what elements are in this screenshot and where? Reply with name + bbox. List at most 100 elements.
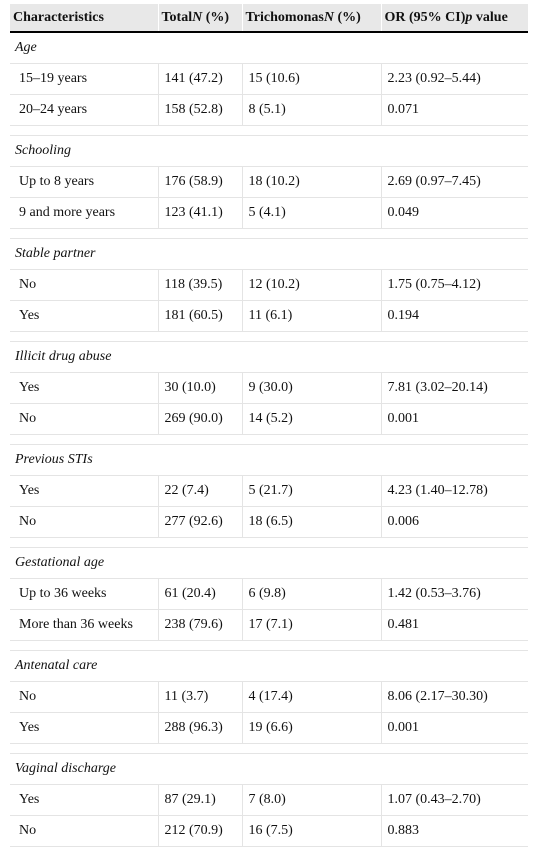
group-row: Antenatal care [10, 650, 528, 682]
group-label: Age [10, 32, 528, 64]
table-row: Yes 87 (29.1) 7 (8.0) 1.07 (0.43–2.70) [10, 784, 528, 816]
row-or-p-cell: 1.42 (0.53–3.76) [381, 578, 528, 610]
group-label: Illicit drug abuse [10, 341, 528, 373]
row-category-cell: No [10, 269, 159, 301]
row-category-cell: Yes [10, 784, 159, 816]
row-or-p-cell: 0.006 [381, 506, 528, 538]
group-row: Previous STIs [10, 444, 528, 476]
row-trichomonas-cell: 16 (7.5) [242, 815, 382, 847]
row-trichomonas-cell: 9 (30.0) [242, 372, 382, 404]
group-spacer [10, 537, 528, 548]
row-category-cell: Yes [10, 712, 159, 744]
characteristics-table: Characteristics TotalN (%) TrichomonasN … [10, 4, 528, 847]
table-row: No 212 (70.9) 16 (7.5) 0.883 [10, 815, 528, 847]
group-label: Gestational age [10, 547, 528, 579]
table-row: No 277 (92.6) 18 (6.5) 0.006 [10, 506, 528, 538]
row-or-p-cell: 0.194 [381, 300, 528, 332]
row-trichomonas-cell: 12 (10.2) [242, 269, 382, 301]
group-label: Antenatal care [10, 650, 528, 682]
group-spacer [10, 125, 528, 136]
row-category-cell: 9 and more years [10, 197, 159, 229]
row-trichomonas-cell: 17 (7.1) [242, 609, 382, 641]
row-category-cell: 20–24 years [10, 94, 159, 126]
row-total-cell: 277 (92.6) [158, 506, 243, 538]
table-row: Yes 181 (60.5) 11 (6.1) 0.194 [10, 300, 528, 332]
row-category-cell: Up to 36 weeks [10, 578, 159, 610]
group-row: Stable partner [10, 238, 528, 270]
row-category-cell: No [10, 506, 159, 538]
group-label: Vaginal discharge [10, 753, 528, 785]
row-or-p-cell: 2.69 (0.97–7.45) [381, 166, 528, 198]
spacer-cell [10, 743, 528, 754]
header-row: Characteristics TotalN (%) TrichomonasN … [10, 4, 528, 33]
group-row: Vaginal discharge [10, 753, 528, 785]
row-total-cell: 11 (3.7) [158, 681, 243, 713]
header-trichomonas: TrichomonasN (%) [242, 4, 382, 33]
spacer-cell [10, 640, 528, 651]
group-row: Schooling [10, 135, 528, 167]
table-row: Yes 30 (10.0) 9 (30.0) 7.81 (3.02–20.14) [10, 372, 528, 404]
row-trichomonas-cell: 18 (6.5) [242, 506, 382, 538]
row-total-cell: 118 (39.5) [158, 269, 243, 301]
group-spacer [10, 640, 528, 651]
spacer-cell [10, 331, 528, 342]
row-trichomonas-cell: 14 (5.2) [242, 403, 382, 435]
spacer-cell [10, 228, 528, 239]
group-row: Illicit drug abuse [10, 341, 528, 373]
row-total-cell: 288 (96.3) [158, 712, 243, 744]
row-or-p-cell: 4.23 (1.40–12.78) [381, 475, 528, 507]
row-trichomonas-cell: 11 (6.1) [242, 300, 382, 332]
header-total: TotalN (%) [158, 4, 243, 33]
row-category-cell: No [10, 403, 159, 435]
table-row: More than 36 weeks 238 (79.6) 17 (7.1) 0.48… [10, 609, 528, 641]
spacer-cell [10, 125, 528, 136]
row-trichomonas-cell: 19 (6.6) [242, 712, 382, 744]
table-row: No 11 (3.7) 4 (17.4) 8.06 (2.17–30.30) [10, 681, 528, 713]
row-trichomonas-cell: 15 (10.6) [242, 63, 382, 95]
row-trichomonas-cell: 18 (10.2) [242, 166, 382, 198]
row-or-p-cell: 2.23 (0.92–5.44) [381, 63, 528, 95]
row-total-cell: 269 (90.0) [158, 403, 243, 435]
row-total-cell: 141 (47.2) [158, 63, 243, 95]
table-row: Yes 288 (96.3) 19 (6.6) 0.001 [10, 712, 528, 744]
row-category-cell: No [10, 681, 159, 713]
group-row: Gestational age [10, 547, 528, 579]
group-spacer [10, 228, 528, 239]
row-category-cell: Up to 8 years [10, 166, 159, 198]
row-total-cell: 181 (60.5) [158, 300, 243, 332]
row-category-cell: 15–19 years [10, 63, 159, 95]
row-total-cell: 123 (41.1) [158, 197, 243, 229]
table-header: Characteristics TotalN (%) TrichomonasN … [10, 4, 528, 33]
table-row: Up to 8 years 176 (58.9) 18 (10.2) 2.69 (0.… [10, 166, 528, 198]
table-row: 9 and more years 123 (41.1) 5 (4.1) 0.049 [10, 197, 528, 229]
row-trichomonas-cell: 6 (9.8) [242, 578, 382, 610]
row-or-p-cell: 7.81 (3.02–20.14) [381, 372, 528, 404]
table-row: 20–24 years 158 (52.8) 8 (5.1) 0.071 [10, 94, 528, 126]
row-trichomonas-cell: 8 (5.1) [242, 94, 382, 126]
row-or-p-cell: 0.481 [381, 609, 528, 641]
group-spacer [10, 434, 528, 445]
row-or-p-cell: 1.75 (0.75–4.12) [381, 269, 528, 301]
row-total-cell: 87 (29.1) [158, 784, 243, 816]
row-category-cell: No [10, 815, 159, 847]
table-row: No 118 (39.5) 12 (10.2) 1.75 (0.75–4.12) [10, 269, 528, 301]
group-row: Age [10, 32, 528, 64]
group-label: Previous STIs [10, 444, 528, 476]
row-or-p-cell: 0.883 [381, 815, 528, 847]
header-characteristics: Characteristics [10, 4, 159, 33]
spacer-cell [10, 434, 528, 445]
table-body: Age 15–19 years 141 (47.2) 15 (10.6) 2.23 (0… [10, 32, 528, 847]
group-spacer [10, 743, 528, 754]
row-total-cell: 176 (58.9) [158, 166, 243, 198]
row-or-p-cell: 0.071 [381, 94, 528, 126]
row-trichomonas-cell: 7 (8.0) [242, 784, 382, 816]
spacer-cell [10, 537, 528, 548]
row-trichomonas-cell: 5 (21.7) [242, 475, 382, 507]
row-total-cell: 61 (20.4) [158, 578, 243, 610]
table-row: No 269 (90.0) 14 (5.2) 0.001 [10, 403, 528, 435]
row-category-cell: Yes [10, 372, 159, 404]
row-or-p-cell: 8.06 (2.17–30.30) [381, 681, 528, 713]
row-or-p-cell: 0.049 [381, 197, 528, 229]
row-category-cell: More than 36 weeks [10, 609, 159, 641]
